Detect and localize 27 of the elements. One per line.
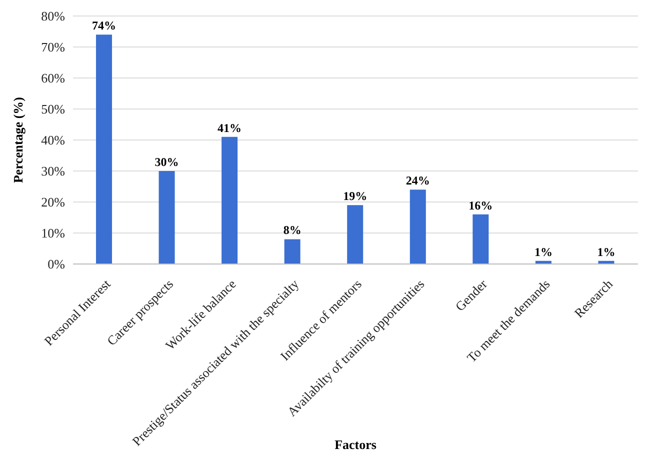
y-tick-label: 80% <box>41 8 66 24</box>
y-axis-title: Percentage (%) <box>10 96 26 184</box>
x-axis-title: Factors <box>334 437 376 452</box>
y-tick-label: 40% <box>41 132 66 148</box>
bar <box>472 214 489 264</box>
y-tick-label: 50% <box>41 102 66 117</box>
data-label: 30% <box>154 155 179 169</box>
y-tick-label: 30% <box>41 164 66 179</box>
data-label: 19% <box>343 189 368 204</box>
data-label: 1% <box>534 244 552 259</box>
data-label: 16% <box>468 198 493 212</box>
bar <box>284 239 300 264</box>
data-label: 74% <box>92 18 116 33</box>
y-tick-label: 20% <box>41 194 66 210</box>
y-tick-label: 70% <box>41 40 66 55</box>
bar <box>96 34 112 264</box>
y-tick-label: 10% <box>41 226 66 241</box>
bar <box>158 171 175 264</box>
bar <box>222 136 238 264</box>
bar <box>347 205 364 264</box>
y-tick-label: 0% <box>48 256 66 272</box>
data-label: 8% <box>283 223 302 238</box>
data-label: 24% <box>406 174 430 188</box>
bar <box>410 190 426 264</box>
y-tick-label: 60% <box>41 70 66 86</box>
data-label: 41% <box>218 120 242 135</box>
data-label: 1% <box>597 244 616 259</box>
